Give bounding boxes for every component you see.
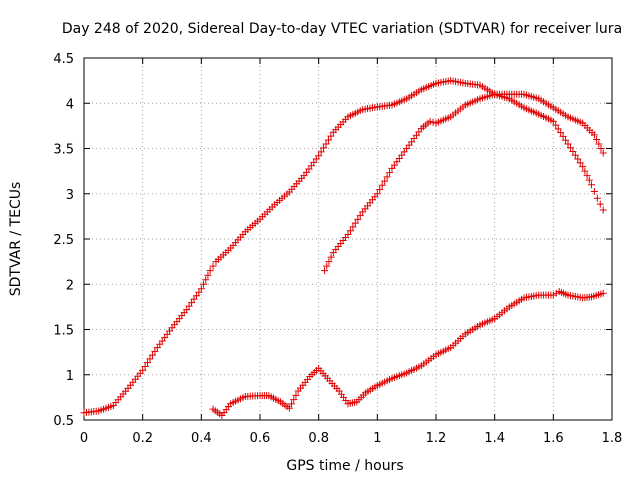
data-point — [200, 280, 208, 288]
data-point — [562, 136, 570, 144]
data-point — [554, 125, 562, 133]
data-point — [426, 117, 434, 125]
y-tick-label: 1.5 — [53, 324, 74, 339]
series-track-3 — [209, 287, 607, 419]
data-point — [559, 132, 567, 140]
data-point — [596, 200, 604, 208]
data-point — [376, 186, 384, 194]
data-point — [581, 167, 589, 175]
data-point — [552, 289, 560, 297]
data-point — [323, 262, 331, 270]
data-point — [373, 190, 381, 198]
data-point — [139, 366, 147, 374]
data-point — [557, 129, 565, 137]
data-point — [148, 351, 156, 359]
data-point — [346, 227, 354, 235]
data-point — [386, 169, 394, 177]
data-point — [206, 267, 214, 275]
x-tick-label: 1.2 — [426, 431, 447, 446]
data-point — [574, 155, 582, 163]
data-point — [576, 159, 584, 167]
data-point — [599, 289, 607, 297]
data-point — [320, 144, 328, 152]
data-point — [351, 219, 359, 227]
data-point — [292, 391, 300, 399]
data-point — [564, 140, 572, 148]
data-point — [144, 359, 152, 367]
data-point — [595, 140, 603, 148]
data-point — [327, 132, 335, 140]
data-point — [587, 181, 595, 189]
data-point — [290, 396, 298, 404]
data-point — [151, 347, 159, 355]
data-point — [317, 148, 325, 156]
data-point — [599, 149, 607, 157]
data-point — [569, 148, 577, 156]
y-tick-label: 4.5 — [53, 52, 74, 67]
data-point — [322, 140, 330, 148]
y-tick-label: 1 — [66, 369, 74, 384]
data-point — [571, 151, 579, 159]
x-tick-label: 0.6 — [250, 431, 271, 446]
data-point — [315, 152, 323, 160]
chart-title: Day 248 of 2020, Sidereal Day-to-day VTE… — [62, 21, 622, 37]
y-tick-label: 0.5 — [53, 414, 74, 429]
data-point — [354, 215, 362, 223]
y-tick-label: 3 — [66, 188, 74, 203]
series-track-2 — [321, 90, 607, 275]
x-axis-label: GPS time / hours — [286, 458, 403, 474]
data-point — [381, 177, 389, 185]
data-point — [593, 194, 601, 202]
y-tick-label: 2 — [66, 278, 74, 293]
data-point — [285, 404, 293, 412]
grid — [84, 58, 612, 420]
data-points — [80, 77, 607, 419]
data-point — [585, 176, 593, 184]
data-point — [288, 400, 296, 408]
x-tick-label: 1.6 — [543, 431, 564, 446]
data-point — [378, 181, 386, 189]
data-point — [566, 144, 574, 152]
data-point — [593, 135, 601, 143]
data-point — [146, 355, 154, 363]
data-point — [344, 230, 352, 238]
data-point — [583, 172, 591, 180]
x-tick-label: 0.8 — [308, 431, 329, 446]
data-point — [209, 262, 217, 270]
axis-ticks: 0 0.2 0.4 0.6 0.8 1 1.2 1.4 1.6 1.8 0.5 1 1.5 2 2.5 3 3.… — [53, 52, 622, 446]
data-point — [383, 173, 391, 181]
data-point — [599, 206, 607, 214]
data-point — [327, 253, 335, 261]
x-tick-label: 1.4 — [484, 431, 505, 446]
data-point — [349, 223, 357, 231]
data-point — [590, 187, 598, 195]
data-point — [325, 258, 333, 266]
y-axis-label: SDTVAR / TECUs — [8, 182, 24, 297]
x-tick-label: 1.8 — [602, 431, 623, 446]
data-point — [204, 271, 212, 279]
x-tick-label: 0.2 — [132, 431, 153, 446]
data-point — [141, 362, 149, 370]
y-tick-label: 4 — [66, 97, 74, 112]
x-tick-label: 0 — [80, 431, 88, 446]
data-point — [356, 212, 364, 220]
data-point — [579, 163, 587, 171]
data-point — [549, 291, 557, 299]
data-point — [202, 276, 210, 284]
data-point — [324, 136, 332, 144]
data-point — [552, 121, 560, 129]
y-tick-label: 3.5 — [53, 143, 74, 158]
x-tick-label: 0.4 — [191, 431, 212, 446]
data-point — [590, 131, 598, 139]
x-tick-label: 1 — [373, 431, 381, 446]
y-tick-label: 2.5 — [53, 233, 74, 248]
data-point — [597, 145, 605, 152]
data-point — [321, 267, 329, 275]
data-point — [197, 285, 205, 293]
data-point — [549, 117, 557, 125]
